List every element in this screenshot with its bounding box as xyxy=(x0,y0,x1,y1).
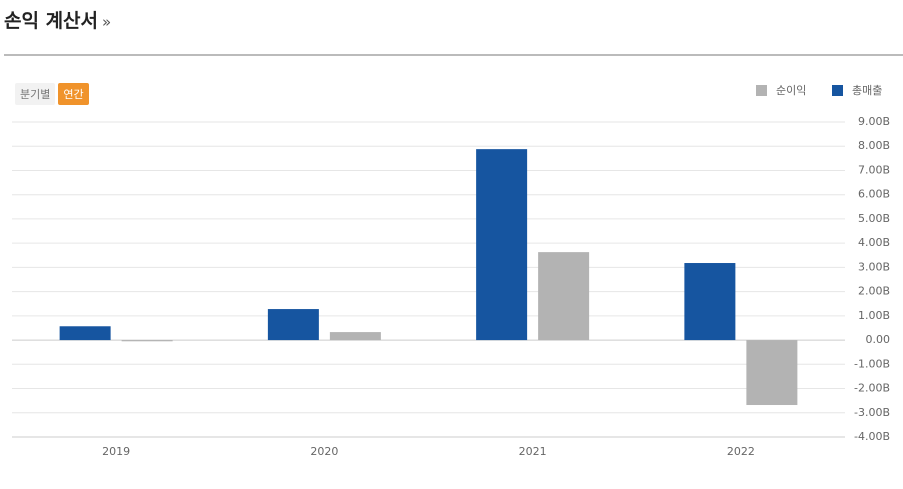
bar xyxy=(538,252,590,341)
y-tick-label: 2.00B xyxy=(858,285,890,298)
more-link[interactable]: » xyxy=(102,13,112,31)
bar xyxy=(121,340,173,342)
y-tick-label: 8.00B xyxy=(858,139,890,152)
toggle-group: 분기별 연간 xyxy=(15,83,89,105)
y-tick-label: -3.00B xyxy=(854,406,890,419)
y-tick-label: -4.00B xyxy=(854,430,890,443)
bar xyxy=(476,149,528,341)
bar xyxy=(59,326,111,341)
legend-label: 순이익 xyxy=(776,84,806,97)
legend-label: 총매출 xyxy=(852,84,882,97)
divider xyxy=(4,54,903,56)
y-tick-label: -1.00B xyxy=(854,357,890,370)
title-text: 손익 계산서 xyxy=(4,10,99,32)
y-tick-label: 4.00B xyxy=(858,236,890,249)
bar xyxy=(684,263,736,341)
x-tick-label: 2021 xyxy=(519,445,547,458)
section-title: 손익 계산서» xyxy=(4,6,111,33)
x-tick-label: 2020 xyxy=(310,445,338,458)
bar xyxy=(746,340,798,406)
y-tick-label: 3.00B xyxy=(858,260,890,273)
toggle-button[interactable]: 분기별 xyxy=(15,83,56,105)
bar xyxy=(329,332,381,341)
x-tick-label: 2019 xyxy=(102,445,130,458)
x-tick-label: 2022 xyxy=(727,445,755,458)
y-tick-label: 9.00B xyxy=(858,115,890,128)
y-tick-label: 1.00B xyxy=(858,309,890,322)
y-tick-label: 0.00 xyxy=(866,333,891,346)
y-tick-label: -2.00B xyxy=(854,382,890,395)
y-tick-label: 5.00B xyxy=(858,212,890,225)
toggle-button[interactable]: 연간 xyxy=(58,83,89,105)
y-tick-label: 7.00B xyxy=(858,163,890,176)
legend-swatch xyxy=(832,85,843,96)
bar xyxy=(267,309,319,341)
y-tick-label: 6.00B xyxy=(858,188,890,201)
legend-swatch xyxy=(756,85,767,96)
